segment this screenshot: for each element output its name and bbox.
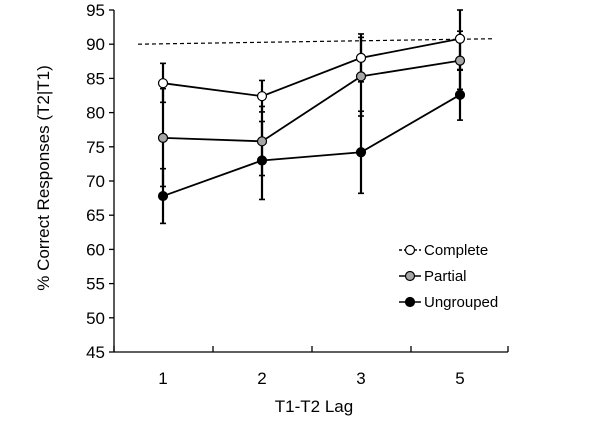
x-tick-label: 2	[257, 369, 266, 388]
data-point-complete	[157, 78, 169, 89]
axis-labels: T1-T2 Lag % Correct Responses (T2|T1)	[34, 65, 353, 416]
data-point-ungrouped	[256, 155, 268, 166]
x-tick-label: 5	[455, 369, 464, 388]
x-tick-label: 1	[158, 369, 167, 388]
y-tick-label: 70	[86, 172, 105, 191]
data-point-partial	[454, 55, 466, 66]
axes: 45 50 55 60 65 70 75 80 85 90 95 1 2 3 5	[86, 1, 509, 388]
y-tick-label: 95	[86, 1, 105, 20]
series-line-complete	[162, 37, 461, 98]
data-point-complete	[355, 52, 367, 63]
y-tick-label: 45	[86, 343, 105, 362]
legend-label-complete: Complete	[424, 242, 488, 259]
series-line-ungrouped	[162, 94, 461, 197]
data-point-ungrouped	[355, 147, 367, 158]
reference-dashed-line	[137, 38, 495, 45]
data-point-ungrouped	[454, 89, 466, 100]
y-tick-label: 80	[86, 104, 105, 123]
data-point-ungrouped	[157, 190, 169, 202]
series-line-partial	[162, 59, 461, 143]
y-tick-label: 65	[86, 206, 105, 225]
y-tick-label: 85	[86, 69, 105, 88]
y-tick-label: 55	[86, 275, 105, 294]
legend-label-partial: Partial	[424, 268, 467, 285]
legend-marker-complete	[404, 244, 416, 256]
error-bars	[160, 9, 463, 225]
legend-marker-ungrouped	[404, 296, 416, 308]
x-axis-title: T1-T2 Lag	[275, 397, 353, 416]
x-tick-label: 3	[356, 369, 365, 388]
y-axis-title: % Correct Responses (T2|T1)	[34, 65, 53, 290]
data-point-partial	[256, 136, 268, 147]
reference-line-layer	[137, 38, 495, 45]
data-point-complete	[454, 33, 466, 44]
y-tick-label: 50	[86, 309, 105, 328]
data-point-partial	[157, 132, 169, 144]
data-point-partial	[355, 71, 367, 82]
y-tick-label: 75	[86, 138, 105, 157]
series-lines	[162, 37, 461, 197]
data-point-complete	[256, 91, 268, 102]
y-tick-label: 60	[86, 240, 105, 259]
data-points	[157, 33, 466, 202]
legend-label-ungrouped: Ungrouped	[424, 294, 498, 311]
legend-marker-partial	[404, 270, 416, 282]
y-tick-label: 90	[86, 35, 105, 54]
legend: Complete Partial Ungrouped	[399, 242, 498, 311]
